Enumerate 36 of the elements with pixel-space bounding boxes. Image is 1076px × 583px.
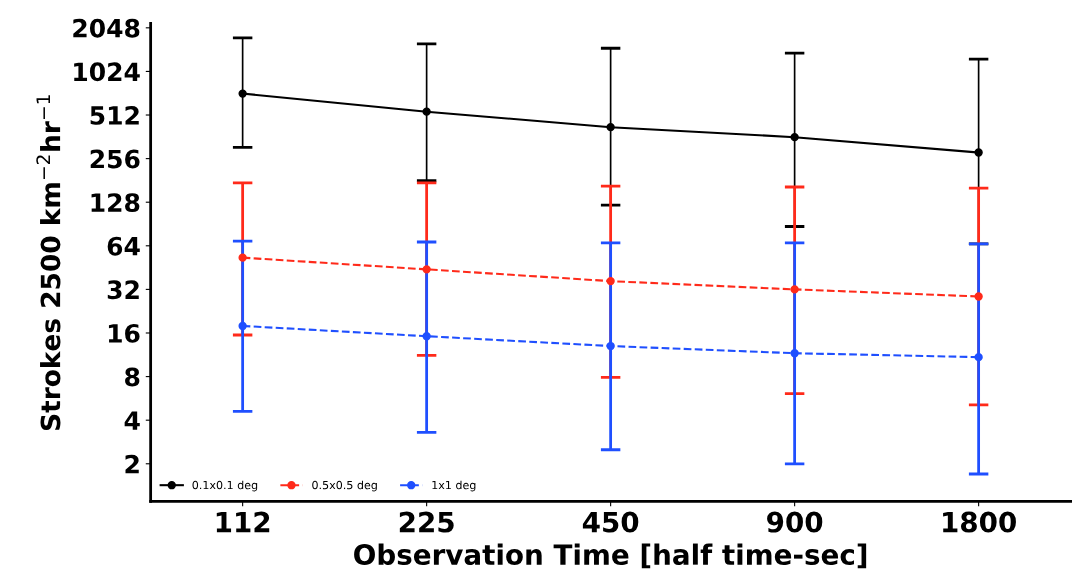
- y-tick-label: 128: [91, 193, 140, 213]
- point: [606, 341, 615, 351]
- point: [790, 285, 799, 294]
- x-tick-label: 900: [767, 511, 823, 533]
- point: [974, 148, 983, 157]
- y-tick-label: 4: [124, 411, 140, 430]
- legend-label: 0.5x0.5 deg: [312, 480, 377, 492]
- y-tick-label: 1024: [74, 62, 140, 82]
- x-tick-label: 112: [216, 511, 270, 533]
- point: [422, 332, 431, 341]
- point: [422, 107, 431, 116]
- y-tick-label: 8: [125, 367, 140, 387]
- point: [238, 321, 247, 331]
- y-tick-label: 2: [125, 454, 139, 474]
- x-tick-label: 225: [399, 511, 454, 533]
- point: [238, 89, 247, 98]
- point: [974, 292, 983, 301]
- point: [790, 349, 799, 358]
- point: [974, 352, 983, 362]
- y-tick-label: 2048: [73, 18, 140, 38]
- x-tick-label: 450: [582, 511, 639, 533]
- legend-label: 0.1x0.1 deg: [192, 480, 258, 492]
- point: [606, 123, 615, 132]
- x-axis-title: Observation Time [half time-sec]: [354, 543, 867, 569]
- y-tick-label: 16: [108, 323, 140, 343]
- point: [422, 265, 431, 274]
- point: [790, 132, 799, 142]
- y-tick-label: 256: [90, 149, 140, 169]
- y-axis-title: Strokes 2500 km$^{−2}$hr$^{−1}$: [36, 95, 61, 431]
- y-tick-label: 32: [107, 280, 139, 300]
- legend-label: 1x1 deg: [432, 480, 476, 492]
- y-tick-label: 512: [90, 105, 139, 125]
- x-tick-label: 1800: [943, 511, 1016, 533]
- point: [606, 276, 615, 286]
- y-tick-label: 64: [107, 236, 140, 256]
- point: [238, 253, 247, 262]
